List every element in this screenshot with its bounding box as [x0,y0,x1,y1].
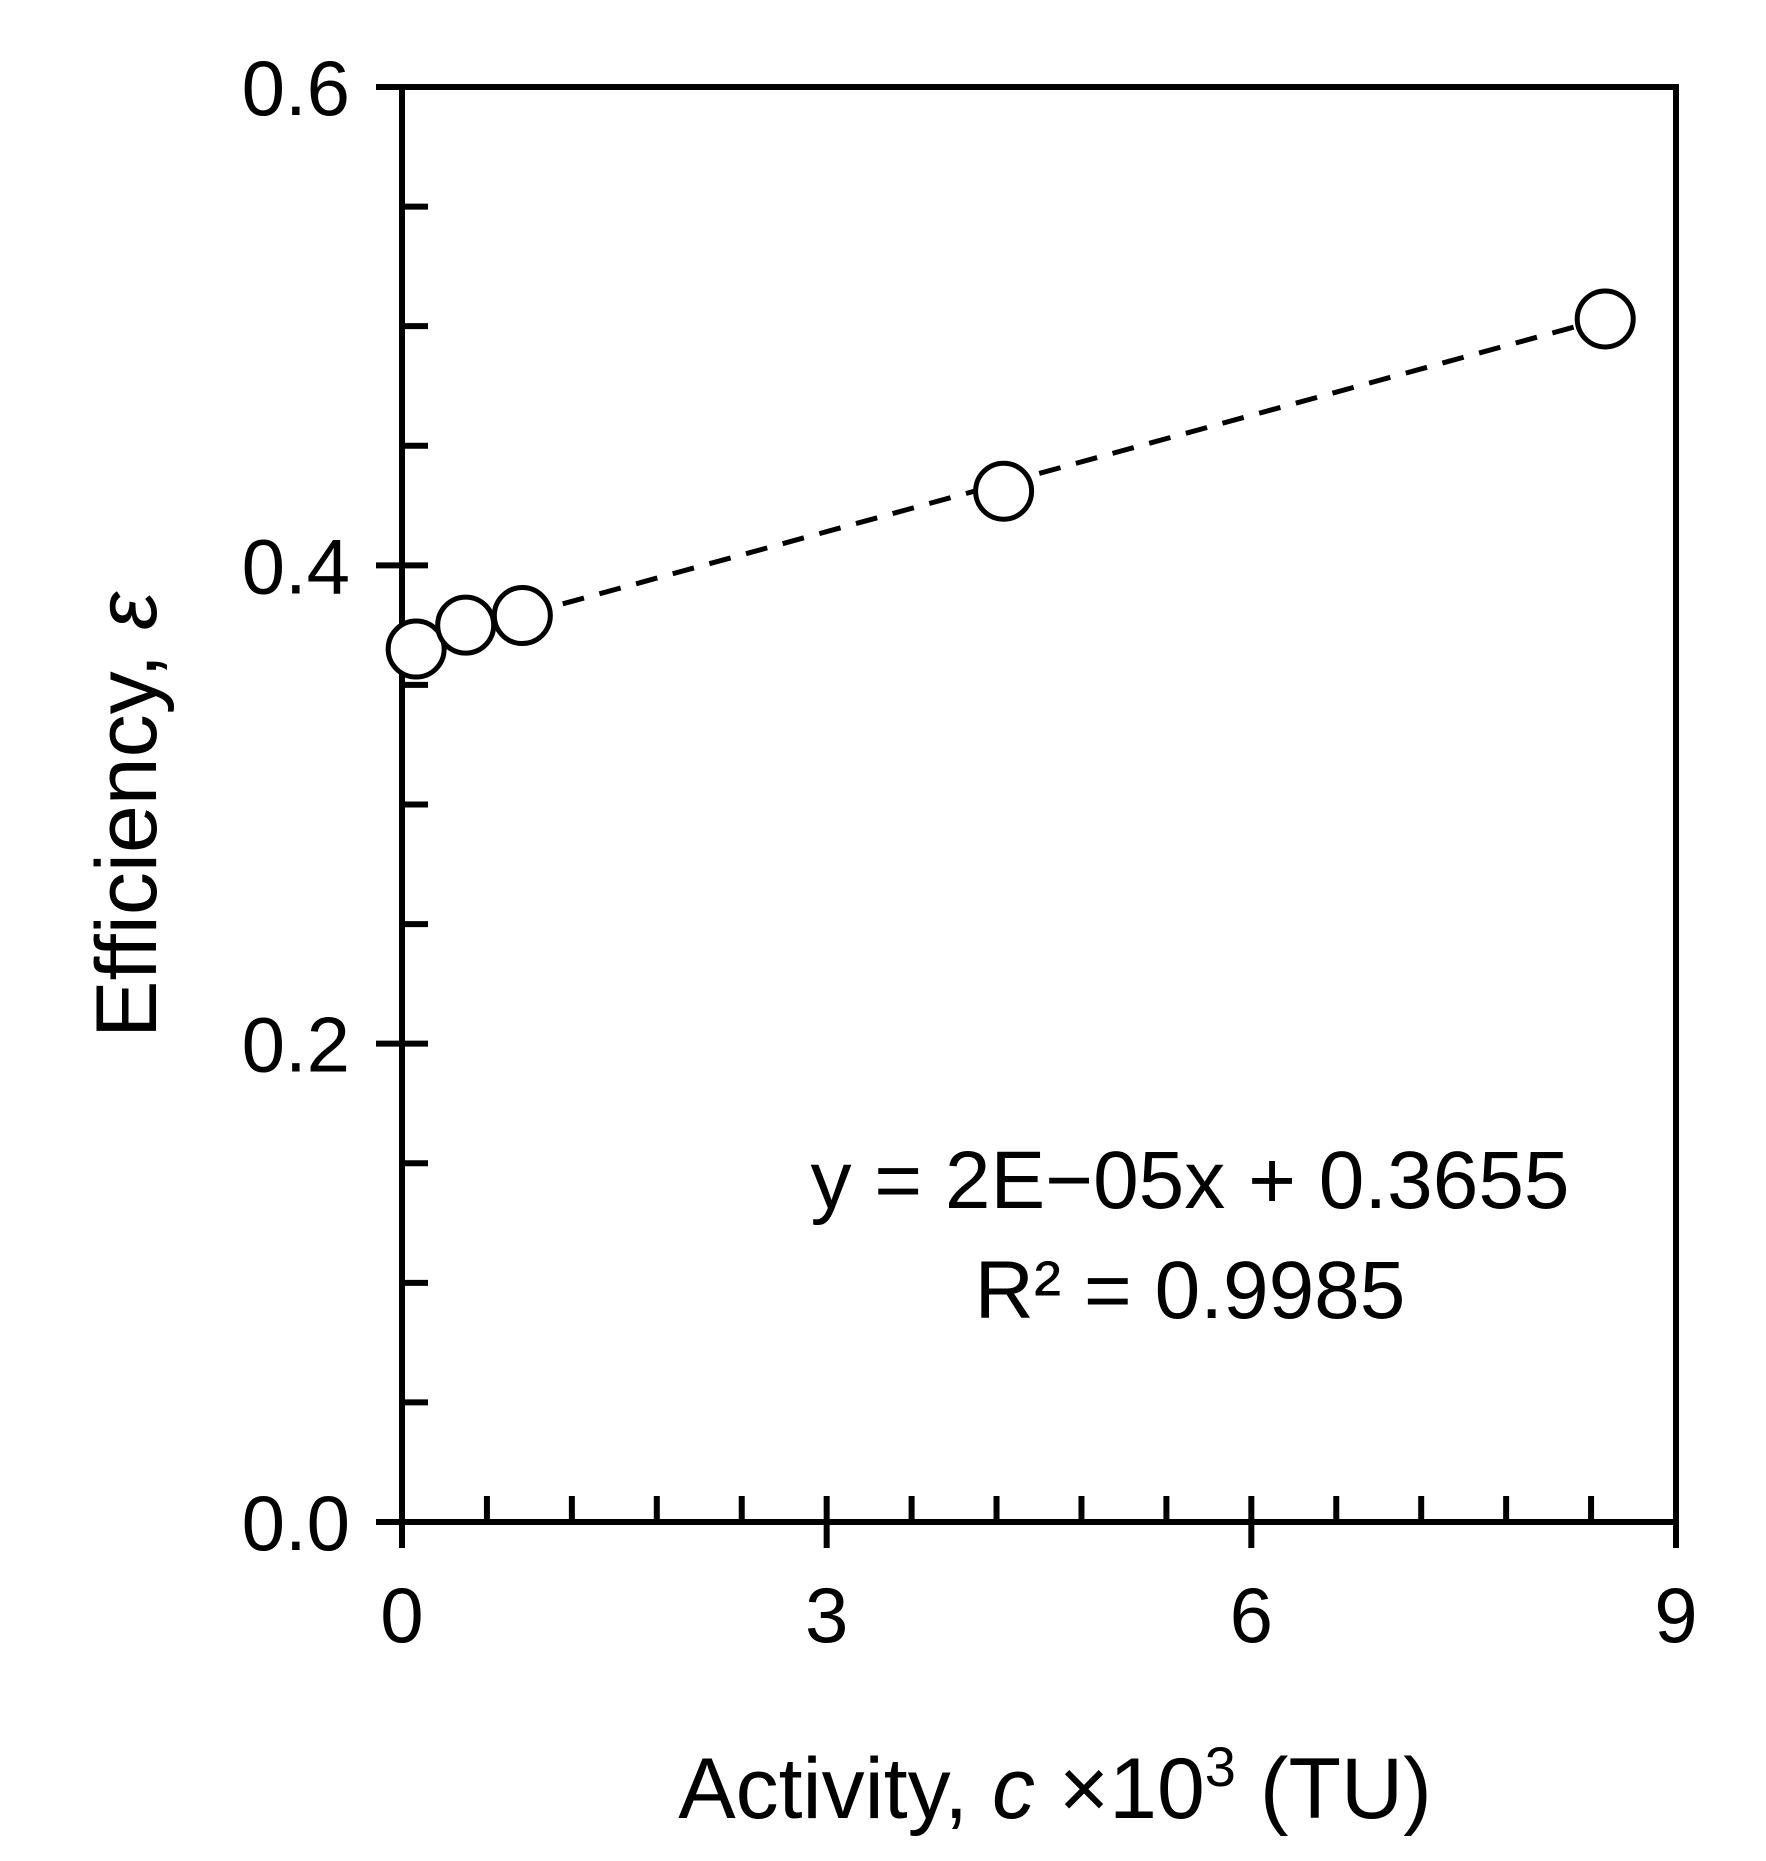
x-tick-label: 0 [380,1571,423,1659]
x-axis-title: Activity, c ×103 (TU) [678,1735,1432,1837]
x-tick-label: 9 [1654,1571,1697,1659]
data-point [1574,288,1636,350]
data-point [435,594,497,656]
y-axis-title-variable: ε [79,591,175,630]
y-tick-label: 0.2 [242,1001,350,1089]
minor-ticks [402,203,1595,1522]
x-axis-title-unit: (TU) [1236,1741,1432,1837]
x-axis-title-variable: c [992,1741,1035,1837]
data-point [491,585,553,647]
data-point [385,618,447,680]
r-squared-label: R² = 0.9985 [975,1245,1406,1336]
trendline-equation: y = 2E−05x + 0.3655 [810,1135,1569,1226]
y-tick-label: 0.0 [242,1479,350,1567]
x-axis-title-prefix: Activity, [678,1741,992,1837]
x-axis-title-multiplier: ×10 [1035,1741,1205,1837]
y-tick-label: 0.4 [242,522,350,610]
x-tick-label: 3 [805,1571,848,1659]
data-point [973,460,1035,522]
x-tick-labels: 0 3 6 9 [380,1571,1697,1659]
plot-frame [399,84,1679,1525]
y-axis-title: Efficiency, ε [79,591,175,1038]
y-tick-labels: 0.0 0.2 0.4 0.6 [242,44,350,1567]
y-tick-label: 0.6 [242,44,350,132]
data-points [385,288,1636,680]
x-tick-label: 6 [1230,1571,1273,1659]
y-axis-title-prefix: Efficiency, [79,630,175,1038]
x-axis-title-exponent: 3 [1205,1735,1236,1798]
